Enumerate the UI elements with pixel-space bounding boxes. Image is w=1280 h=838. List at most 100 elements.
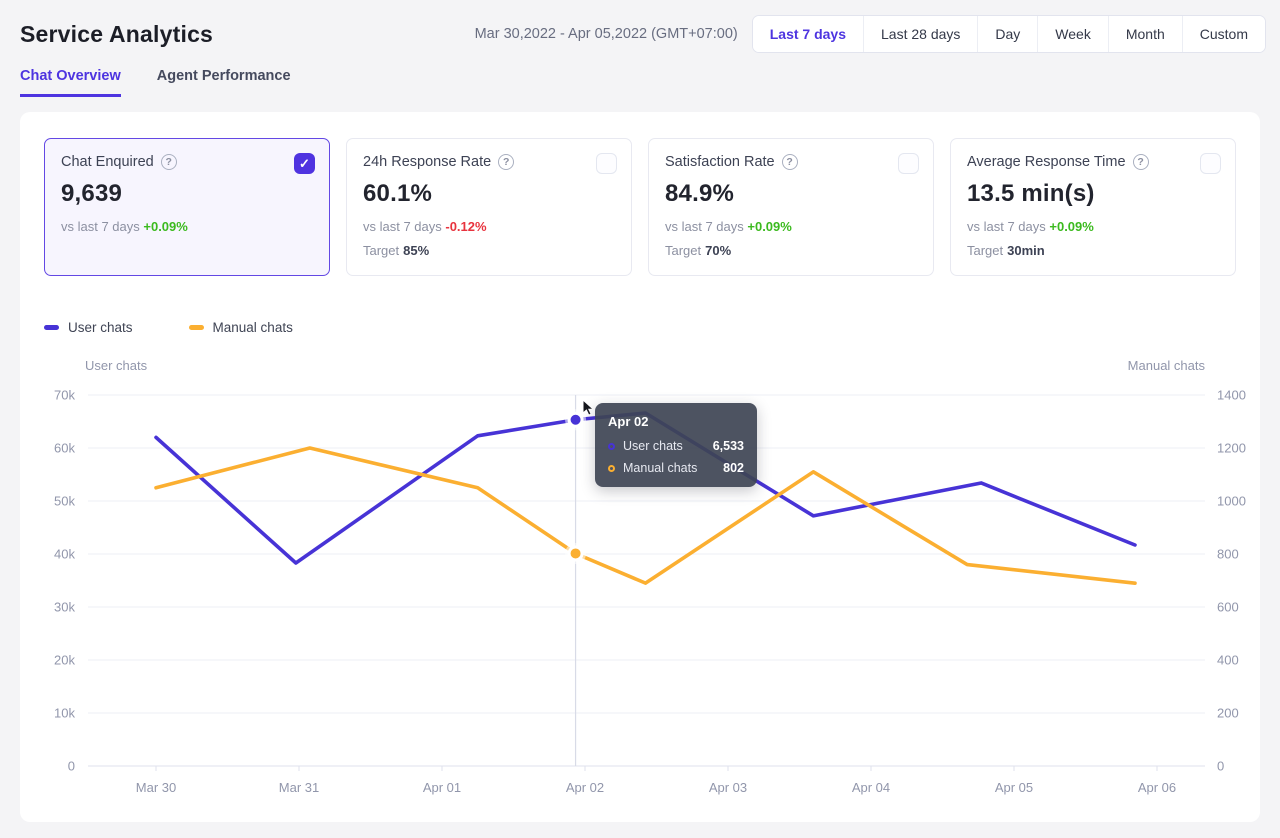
right-axis-tick-label: 1400 [1217,388,1246,403]
metric-card-3[interactable]: Satisfaction Rate? 84.9% vs last 7 days +0… [648,138,934,276]
metric-delta: -0.12% [445,219,487,234]
metric-card-title-row: Chat Enquired? [61,154,313,170]
x-axis-tick-label: Mar 30 [136,780,176,795]
x-axis-tick-label: Apr 03 [709,780,747,795]
range-button-month[interactable]: Month [1107,16,1182,52]
legend-label: User chats [68,320,133,335]
legend-marker-icon [44,325,59,330]
metric-card-title: Average Response Time [967,154,1126,170]
x-axis-tick-label: Apr 06 [1138,780,1176,795]
right-axis-tick-label: 1000 [1217,494,1246,509]
metric-checkbox-unchecked[interactable] [898,153,919,174]
metric-target-label: Target [967,243,1004,258]
metric-card-title: Satisfaction Rate [665,154,775,170]
tooltip-row-user-chats: User chats 6,533 [608,439,744,453]
range-button-last-28-days[interactable]: Last 28 days [863,16,978,52]
metric-vs-label: vs last 7 days [363,219,446,234]
metric-vs-row: vs last 7 days +0.09% [967,219,1219,234]
help-icon[interactable]: ? [160,154,177,170]
tooltip-series-marker-icon [608,442,615,450]
metric-card-title-row: 24h Response Rate? [363,154,615,170]
left-axis-tick-label: 30k [54,600,75,615]
help-icon[interactable]: ? [1132,154,1149,170]
metric-target-value: 30min [1007,243,1045,258]
series-line-manual-chats[interactable] [154,446,1137,585]
left-axis-tick-label: 40k [54,547,75,562]
tooltip-date: Apr 02 [608,414,649,429]
metric-card-1[interactable]: Chat Enquired? ✓ 9,639 vs last 7 days +0.09… [44,138,330,276]
help-icon[interactable]: ? [498,154,515,170]
left-axis-tick-label: 50k [54,494,75,509]
range-button-day[interactable]: Day [977,16,1038,52]
range-button-week[interactable]: Week [1037,16,1108,52]
metric-vs-row: vs last 7 days +0.09% [61,219,313,234]
metric-target-row: Target 70% [665,243,917,258]
metric-target-row: Target 30min [967,243,1219,258]
metric-vs-row: vs last 7 days +0.09% [665,219,917,234]
tooltip-rows: User chats 6,533 Manual chats 802 [608,439,744,475]
legend-item-manual-chats[interactable]: Manual chats [188,320,293,335]
metric-target-label: Target [665,243,702,258]
metric-value: 9,639 [61,180,123,207]
tab-chat-overview[interactable]: Chat Overview [20,68,121,97]
tooltip-series-name: User chats [623,439,683,453]
metric-delta: +0.09% [143,219,188,234]
metric-vs-label: vs last 7 days [665,219,748,234]
left-axis-tick-label: 70k [54,388,75,403]
metric-target-value: 85% [403,243,430,258]
metric-card-title-row: Satisfaction Rate? [665,154,917,170]
metric-card-title: Chat Enquired [61,154,154,170]
metric-card-2[interactable]: 24h Response Rate? 60.1% vs last 7 days -0… [346,138,632,276]
metric-value: 84.9% [665,180,735,207]
page-header: Service Analytics Mar 30,2022 - Apr 05,2… [20,14,1266,54]
x-axis-tick-label: Apr 05 [995,780,1033,795]
metric-vs-label: vs last 7 days [967,219,1050,234]
metric-checkbox-unchecked[interactable] [1200,153,1221,174]
x-axis-tick-label: Mar 31 [279,780,319,795]
tooltip-series-value: 6,533 [712,439,744,453]
line-chart[interactable]: User chats Manual chats 70k 1400 60k 1200 50k 1… [20,352,1260,820]
highlight-dot-manual-chats[interactable] [567,545,584,562]
metric-card-4[interactable]: Average Response Time? 13.5 min(s) vs last… [950,138,1236,276]
tooltip-series-value: 802 [723,461,744,475]
tab-bar: Chat Overview Agent Performance [20,68,291,97]
left-axis-tick-label: 10k [54,706,75,721]
chart-legend: User chats Manual chats [44,320,293,335]
tab-agent-performance[interactable]: Agent Performance [156,68,291,84]
metric-value: 13.5 min(s) [967,180,1095,207]
date-range-label: Mar 30,2022 - Apr 05,2022 (GMT+07:00) [474,26,738,42]
right-axis-tick-label: 600 [1217,600,1239,615]
metric-checkbox-unchecked[interactable] [596,153,617,174]
right-axis-tick-label: 0 [1217,759,1224,774]
right-axis-title: Manual chats [1128,358,1206,373]
metric-target-label: Target [363,243,400,258]
metric-delta: +0.09% [747,219,792,234]
metric-target-value: 70% [705,243,732,258]
tooltip-series-marker-icon [608,464,615,472]
left-axis-tick-label: 20k [54,653,75,668]
left-axis-tick-label: 0 [68,759,75,774]
range-button-last-7-days[interactable]: Last 7 days [752,16,863,52]
metric-value: 60.1% [363,180,433,207]
page-title: Service Analytics [20,20,214,47]
x-axis-tick-label: Apr 01 [423,780,461,795]
legend-item-user-chats[interactable]: User chats [44,320,133,335]
left-axis-title: User chats [85,358,148,373]
right-axis-tick-label: 800 [1217,547,1239,562]
range-button-custom[interactable]: Custom [1181,16,1265,52]
metric-cards: Chat Enquired? ✓ 9,639 vs last 7 days +0.09… [44,138,1236,276]
metric-checkbox-checked[interactable]: ✓ [294,153,315,174]
header-right: Mar 30,2022 - Apr 05,2022 (GMT+07:00) La… [475,15,1266,53]
metric-vs-label: vs last 7 days [61,219,144,234]
left-axis-tick-label: 60k [54,441,75,456]
tooltip-series-name: Manual chats [623,461,698,475]
x-axis-tick-label: Apr 02 [566,780,604,795]
x-axis-tick-label: Apr 04 [852,780,890,795]
help-icon[interactable]: ? [781,154,798,170]
highlight-dot-user-chats[interactable] [567,411,584,428]
tooltip-row-manual-chats: Manual chats 802 [608,461,744,475]
metric-vs-row: vs last 7 days -0.12% [363,219,615,234]
legend-label: Manual chats [212,320,293,335]
metric-delta: +0.09% [1049,219,1094,234]
